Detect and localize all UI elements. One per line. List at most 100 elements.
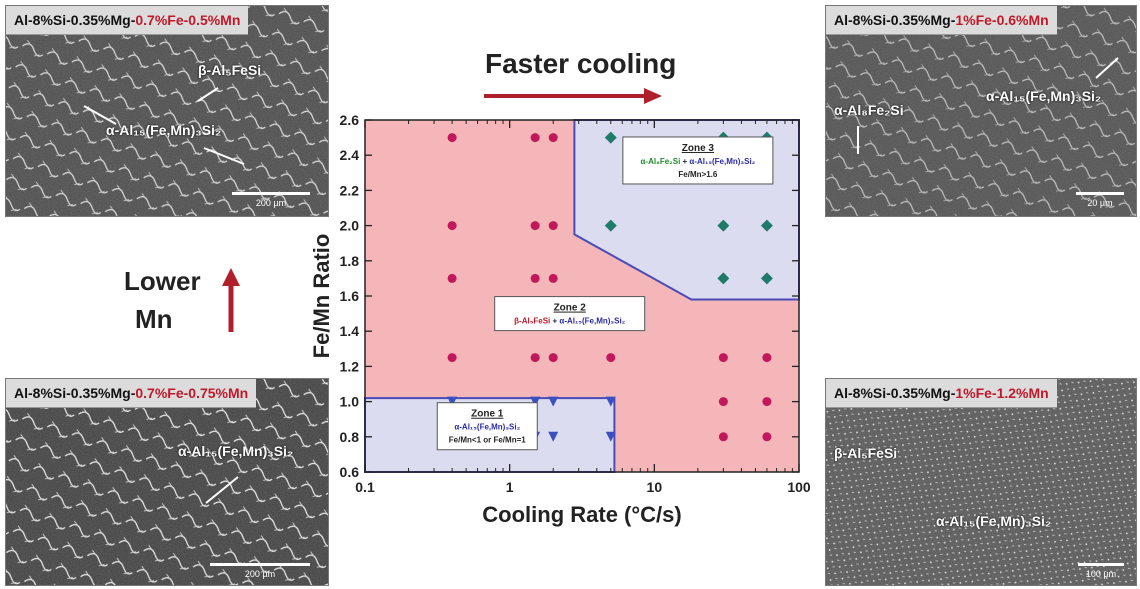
zone-2-label: Zone 2 β-Al₅FeSi + α-Al₁₅(Fe,Mn)₃Si₂	[494, 296, 646, 332]
data-point-circle	[548, 133, 558, 143]
y-tick-label: 2.4	[340, 147, 360, 163]
scale-bar-top-right	[1076, 192, 1124, 195]
zone-3-label-phases: α-Al₈Fe₂Si + α-Al₁₅(Fe,Mn)₃Si₂	[641, 157, 756, 166]
y-tick-label: 1.8	[340, 253, 360, 269]
x-tick-label: 1	[506, 479, 514, 495]
zone-3-label-phase-b: α-Al₁₅(Fe,Mn)₃Si₂	[689, 157, 755, 166]
zone-2-label-phase-b: α-Al₁₅(Fe,Mn)₃Si₂	[559, 317, 625, 326]
y-tick-label: 2.2	[340, 182, 360, 198]
data-point-circle	[718, 353, 728, 363]
scale-bar-top-left	[232, 192, 310, 195]
zone-3-label: Zone 3α-Al₈Fe₂Si + α-Al₁₅(Fe,Mn)₃Si₂Fe/M…	[622, 136, 774, 185]
data-point-circle	[530, 273, 540, 283]
y-tick-label: 1.4	[340, 323, 360, 339]
sem-panel-bottom-left: Al-8%Si-0.35%Mg-0.7%Fe-0.75%Mn α-Al₁₅(Fe…	[5, 378, 329, 586]
scale-text-bottom-right: 100 µm	[1085, 569, 1117, 579]
data-point-circle	[548, 353, 558, 363]
y-tick-label: 0.6	[340, 464, 360, 480]
caption-bottom-left: Al-8%Si-0.35%Mg-0.7%Fe-0.75%Mn	[6, 379, 257, 408]
scale-bar-bottom-right	[1078, 563, 1124, 566]
caption-top-left: Al-8%Si-0.35%Mg-0.7%Fe-0.5%Mn	[6, 6, 249, 35]
y-axis-label: Fe/Mn Ratio	[312, 234, 334, 359]
data-point-diamond	[717, 219, 730, 232]
data-point-triangle	[548, 396, 559, 407]
faster-cooling-label: Faster cooling	[485, 48, 677, 79]
phase-label-alpha8-top-right: α-Al₈Fe₂Si	[834, 102, 904, 118]
zone-1-label-box	[436, 402, 538, 451]
scale-bar-bottom-left	[210, 563, 310, 566]
data-point-diamond	[717, 272, 730, 285]
lower-mn-label-line2: Mn	[135, 304, 173, 334]
zone-1-label-phase: α-Al₁₅(Fe,Mn)₃Si₂	[454, 423, 520, 432]
zone-1-label: Zone 1 α-Al₁₅(Fe,Mn)₃Si₂ Fe/Mn<1 or Fe/Mn=…	[436, 402, 538, 451]
x-tick-label: 100	[787, 479, 811, 495]
data-point-diamond	[760, 272, 773, 285]
scale-text-bottom-left: 200 µm	[244, 569, 276, 579]
data-point-diamond	[760, 219, 773, 232]
data-point-circle	[548, 221, 558, 231]
y-tick-label: 1.2	[340, 358, 360, 374]
data-point-triangle	[605, 431, 616, 442]
sem-micrograph-top-left	[6, 6, 328, 216]
sem-panel-top-left: Al-8%Si-0.35%Mg-0.7%Fe-0.5%Mn β-Al₅FeSi …	[5, 5, 329, 217]
x-tick-label: 0.1	[355, 479, 375, 495]
data-point-circle	[447, 133, 457, 143]
phase-label-beta-bottom-right: β-Al₅FeSi	[834, 445, 898, 461]
data-point-circle	[548, 273, 558, 283]
data-point-circle	[718, 397, 728, 407]
phase-label-alpha-bottom-right: α-Al₁₅(Fe,Mn)₃Si₂	[936, 513, 1052, 529]
zone-1-label-condition: Fe/Mn<1 or Fe/Mn=1	[449, 436, 526, 445]
sem-micrograph-top-right	[826, 6, 1136, 216]
sem-panel-bottom-right: Al-8%Si-0.35%Mg-1%Fe-1.2%Mn β-Al₅FeSi α-…	[825, 378, 1137, 586]
zone-2-label-phase-a: β-Al₅FeSi	[514, 317, 550, 326]
data-point-circle	[530, 221, 540, 231]
data-point-circle	[530, 133, 540, 143]
zone-3-label-box	[622, 136, 774, 185]
phase-label-alpha15-top-right: α-Al₁₅(Fe,Mn)₃Si₂	[986, 88, 1102, 104]
zone-2-label-phases: β-Al₅FeSi + α-Al₁₅(Fe,Mn)₃Si₂	[514, 317, 625, 326]
data-point-triangle	[447, 396, 458, 407]
lower-mn-arrow-icon	[222, 268, 240, 332]
data-point-circle	[718, 432, 728, 442]
scale-text-top-right: 20 µm	[1087, 198, 1113, 208]
zone-3-label-phase-a: α-Al₈Fe₂Si	[641, 157, 681, 166]
zone-1-label-title: Zone 1	[471, 409, 504, 420]
phase-label-beta-top-left: β-Al₅FeSi	[198, 62, 262, 78]
caption-top-right: Al-8%Si-0.35%Mg-1%Fe-0.6%Mn	[826, 6, 1057, 35]
data-point-triangle	[548, 431, 559, 442]
phase-label-alpha-bottom-left: α-Al₁₅(Fe,Mn)₃Si₂	[178, 443, 294, 459]
data-point-diamond	[604, 131, 617, 144]
fe-mn-cooling-rate-chart: 0.1 1 10 100 0.6 0.8 1.0 1.2 1.4 1.6 1.8 2.0 2.2 2.4 2…	[312, 112, 811, 527]
zone-3-label-phase-joiner: +	[680, 157, 689, 166]
zone-2-label-title: Zone 2	[554, 303, 587, 314]
zone-3-label-condition: Fe/Mn>1.6	[678, 170, 717, 179]
faster-cooling-arrow-icon	[484, 88, 662, 104]
zone-3-label-title: Zone 3	[682, 143, 715, 154]
sem-panel-top-right: Al-8%Si-0.35%Mg-1%Fe-0.6%Mn α-Al₈Fe₂Si α…	[825, 5, 1137, 217]
data-point-triangle	[530, 396, 541, 407]
x-axis-label: Cooling Rate (°C/s)	[482, 502, 681, 527]
data-point-triangle	[605, 396, 616, 407]
data-point-circle	[762, 397, 772, 407]
data-point-diamond	[604, 219, 617, 232]
data-point-circle	[530, 353, 540, 363]
zone-2-label-box	[494, 296, 646, 332]
data-point-circle	[447, 221, 457, 231]
scale-text-top-left: 200 µm	[255, 198, 287, 208]
y-tick-label: 2.6	[340, 112, 360, 128]
phase-label-alpha-top-left: α-Al₁₅(Fe,Mn)₃Si₂	[106, 122, 222, 138]
data-point-circle	[447, 273, 457, 283]
sem-micrograph-bottom-left	[6, 379, 328, 585]
data-point-circle	[762, 432, 772, 442]
data-point-circle	[762, 353, 772, 363]
data-point-circle	[606, 353, 616, 363]
data-point-circle	[447, 353, 457, 363]
x-tick-label: 10	[647, 479, 663, 495]
y-tick-label: 1.0	[340, 394, 360, 410]
y-tick-label: 0.8	[340, 429, 360, 445]
caption-bottom-right: Al-8%Si-0.35%Mg-1%Fe-1.2%Mn	[826, 379, 1057, 408]
y-tick-label: 2.0	[340, 218, 360, 234]
y-tick-label: 1.6	[340, 288, 360, 304]
sem-micrograph-bottom-right	[826, 379, 1136, 585]
lower-mn-label-line1: Lower	[124, 266, 201, 296]
